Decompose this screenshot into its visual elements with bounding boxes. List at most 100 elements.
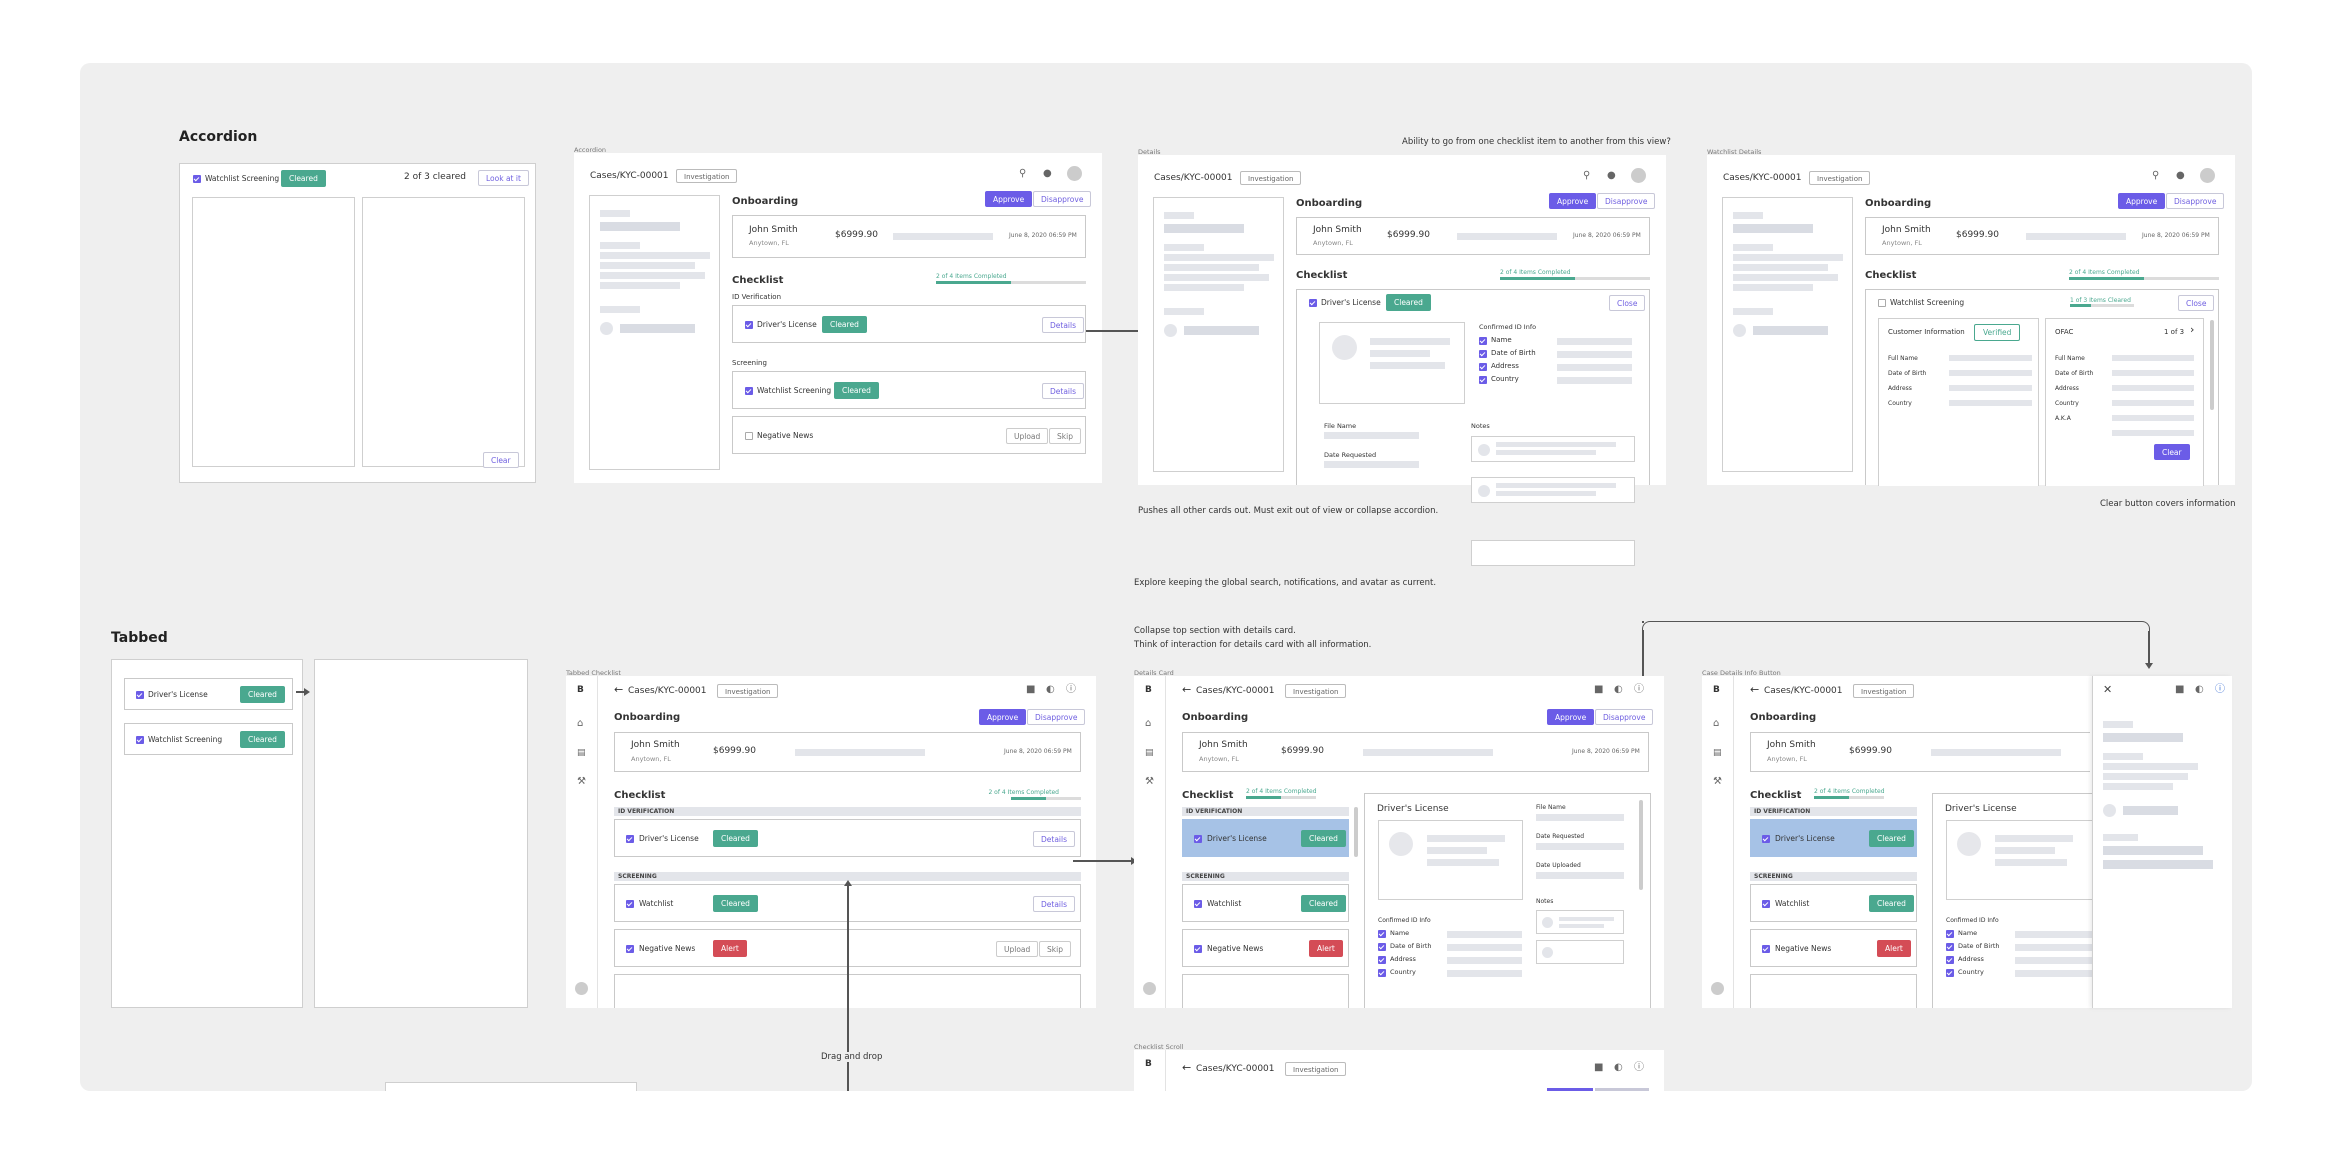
back-arrow-icon[interactable]: ← — [1182, 1061, 1192, 1074]
checklist-item[interactable]: Negative News Alert — [1182, 929, 1349, 967]
details-button[interactable]: Details — [1033, 896, 1076, 912]
approve-button[interactable]: Approve — [2118, 193, 2166, 209]
clock-icon[interactable]: ◐ — [1614, 684, 1623, 695]
back-arrow-icon[interactable]: ← — [614, 683, 624, 696]
accordion-card: Watchlist Screening Cleared 2 of 3 clear… — [179, 163, 536, 483]
search-icon[interactable]: ⚲ — [1019, 168, 1027, 179]
tab-item[interactable]: Driver's License Cleared — [124, 678, 293, 710]
checklist-title: Checklist — [1182, 790, 1234, 801]
info-icon[interactable]: ⓘ — [1634, 684, 1644, 695]
checklist-item[interactable]: Driver's License Cleared Details — [732, 305, 1086, 343]
tool-icon[interactable]: ⚒ — [1713, 776, 1722, 787]
breadcrumb[interactable]: Cases/KYC-00001 — [1196, 1064, 1275, 1074]
avatar[interactable] — [575, 982, 588, 995]
app-frame-info: B ⌂ ▤ ⚒ ← Cases/KYC-00001 Investigation … — [1702, 676, 2232, 1008]
tabbed-detail-card — [314, 659, 528, 1008]
tool-icon[interactable]: ⚒ — [577, 776, 586, 787]
clear-button[interactable]: Clear — [2154, 444, 2190, 460]
approve-button[interactable]: Approve — [985, 191, 1033, 207]
customer-name: John Smith — [1767, 740, 1816, 750]
avatar[interactable] — [1067, 166, 1082, 181]
checklist-item[interactable]: Negative News Upload Skip — [732, 416, 1086, 454]
checklist-item[interactable]: Negative News Alert — [1750, 929, 1917, 967]
close-icon[interactable]: ✕ — [2103, 683, 2113, 696]
scrollbar[interactable] — [1639, 800, 1643, 890]
avatar[interactable] — [1631, 168, 1646, 183]
back-arrow-icon[interactable]: ← — [1182, 683, 1192, 696]
search-icon[interactable]: ⚲ — [2152, 170, 2160, 181]
approve-button[interactable]: Approve — [1549, 193, 1597, 209]
back-arrow-icon[interactable]: ← — [1750, 683, 1760, 696]
info-icon[interactable]: ⓘ — [1634, 1062, 1644, 1073]
skip-button[interactable]: Skip — [1039, 941, 1071, 957]
avatar[interactable] — [2200, 168, 2215, 183]
bell-icon[interactable]: ● — [1043, 168, 1052, 179]
info-icon[interactable]: ⓘ — [1066, 684, 1076, 695]
comment-icon[interactable]: ■ — [1594, 1062, 1604, 1073]
inbox-icon[interactable]: ▤ — [577, 748, 586, 758]
disapprove-button[interactable]: Disapprove — [1597, 193, 1656, 209]
details-button[interactable]: Details — [1042, 317, 1085, 333]
group-header: ID VERIFICATION — [1750, 807, 1917, 816]
item-label: Driver's License — [148, 690, 208, 699]
home-icon[interactable]: ⌂ — [1145, 718, 1152, 729]
clock-icon[interactable]: ◐ — [2195, 684, 2204, 695]
clear-button[interactable]: Clear — [483, 452, 519, 468]
bell-icon[interactable]: ● — [1607, 170, 1616, 181]
upload-button[interactable]: Upload — [996, 941, 1039, 957]
info-icon[interactable]: ⓘ — [2215, 684, 2225, 695]
breadcrumb[interactable]: Cases/KYC-00001 — [628, 686, 707, 696]
close-button[interactable]: Close — [1609, 295, 1646, 311]
inbox-icon[interactable]: ▤ — [1713, 748, 1722, 758]
avatar[interactable] — [1711, 982, 1724, 995]
avatar[interactable] — [1143, 982, 1156, 995]
clock-icon[interactable]: ◐ — [1046, 684, 1055, 695]
scrollbar[interactable] — [1354, 807, 1358, 857]
breadcrumb[interactable]: Cases/KYC-00001 — [1723, 173, 1802, 183]
inbox-icon[interactable]: ▤ — [1145, 748, 1154, 758]
checklist-item[interactable]: Watchlist Cleared — [1750, 884, 1917, 922]
comment-icon[interactable]: ■ — [1026, 684, 1036, 695]
approve-button[interactable]: Approve — [979, 709, 1027, 725]
checkbox-icon[interactable] — [193, 175, 201, 183]
checklist-item[interactable]: Driver's License Cleared Details — [614, 819, 1081, 857]
disapprove-button[interactable]: Disapprove — [1595, 709, 1654, 725]
disapprove-button[interactable]: Disapprove — [2166, 193, 2225, 209]
chevron-right-icon[interactable]: › — [2190, 323, 2195, 336]
arrow-head — [844, 880, 852, 886]
breadcrumb[interactable]: Cases/KYC-00001 — [1196, 686, 1275, 696]
disapprove-button[interactable]: Disapprove — [1033, 191, 1092, 207]
tool-icon[interactable]: ⚒ — [1145, 776, 1154, 787]
comment-icon[interactable]: ■ — [1594, 684, 1604, 695]
frame-label: Details Card — [1134, 669, 1174, 677]
file-name-label: File Name — [1324, 422, 1357, 430]
breadcrumb[interactable]: Cases/KYC-00001 — [590, 171, 669, 181]
customer-name: John Smith — [749, 225, 798, 235]
home-icon[interactable]: ⌂ — [1713, 718, 1720, 729]
checklist-item-selected[interactable]: Driver's License Cleared — [1750, 819, 1917, 857]
checklist-item[interactable]: Watchlist Screening Cleared Details — [732, 371, 1086, 409]
breadcrumb[interactable]: Cases/KYC-00001 — [1764, 686, 1843, 696]
skip-button[interactable]: Skip — [1049, 428, 1081, 444]
approve-button[interactable]: Approve — [1547, 709, 1595, 725]
disapprove-button[interactable]: Disapprove — [1027, 709, 1086, 725]
checklist-item[interactable]: Watchlist Cleared — [1182, 884, 1349, 922]
details-button[interactable]: Details — [1042, 383, 1085, 399]
look-at-it-button[interactable]: Look at it — [478, 170, 529, 186]
group-header: ID VERIFICATION — [614, 807, 1081, 816]
clock-icon[interactable]: ◐ — [1614, 1062, 1623, 1073]
scrollbar[interactable] — [2210, 320, 2214, 410]
tab-item[interactable]: Watchlist Screening Cleared — [124, 723, 293, 755]
breadcrumb[interactable]: Cases/KYC-00001 — [1154, 173, 1233, 183]
bell-icon[interactable]: ● — [2176, 170, 2185, 181]
checklist-item-selected[interactable]: Driver's License Cleared — [1182, 819, 1349, 857]
progress-label: 2 of 4 Items Completed — [1814, 788, 1885, 795]
comment-icon[interactable]: ■ — [2175, 684, 2185, 695]
customer-name: John Smith — [1199, 740, 1248, 750]
close-button[interactable]: Close — [2178, 295, 2215, 311]
details-button[interactable]: Details — [1033, 831, 1076, 847]
home-icon[interactable]: ⌂ — [577, 718, 584, 729]
amount: $6999.90 — [835, 230, 878, 240]
search-icon[interactable]: ⚲ — [1583, 170, 1591, 181]
upload-button[interactable]: Upload — [1006, 428, 1049, 444]
